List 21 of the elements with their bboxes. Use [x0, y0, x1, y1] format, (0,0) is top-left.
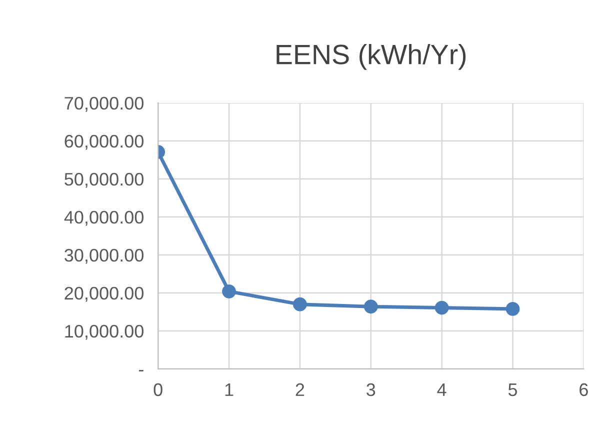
y-tick-label: 60,000.00 — [64, 134, 144, 150]
y-tick-label: 40,000.00 — [64, 210, 144, 226]
x-tick-label: 0 — [154, 383, 162, 396]
point — [506, 302, 520, 316]
point — [222, 284, 236, 298]
point — [293, 297, 307, 312]
x-tick-label: 1 — [225, 383, 234, 396]
y-tick-label: - — [138, 370, 144, 372]
y-tick-label: 70,000.00 — [64, 96, 144, 112]
y-tick-label: 30,000.00 — [64, 248, 144, 264]
y-tick-label: 10,000.00 — [65, 324, 144, 340]
point — [434, 300, 449, 315]
x-tick-label: 4 — [437, 383, 446, 396]
x-tick-label: 3 — [366, 383, 376, 396]
point — [364, 300, 378, 314]
x-tick-label: 2 — [296, 383, 304, 396]
y-tick-label: 20,000.00 — [64, 286, 144, 302]
x-tick-label: 6 — [580, 383, 588, 396]
chart-title: EENS (kWh/Yr) — [276, 44, 466, 70]
x-tick-label: 5 — [508, 383, 518, 396]
y-tick-label: 50,000.00 — [64, 172, 144, 188]
